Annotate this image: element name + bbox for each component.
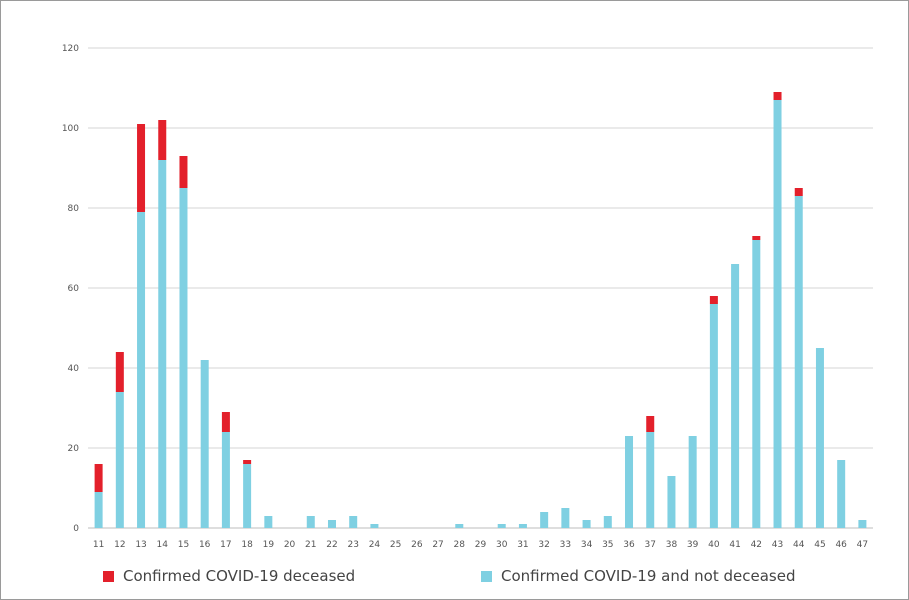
bar-deceased <box>137 124 146 212</box>
bar-deceased <box>773 92 782 100</box>
bar-not-deceased <box>837 460 846 528</box>
bar-not-deceased <box>625 436 634 528</box>
bar-not-deceased <box>646 432 655 528</box>
bar-not-deceased <box>603 516 612 528</box>
bar-not-deceased <box>137 212 146 528</box>
x-tick-label: 46 <box>835 540 847 550</box>
x-tick-label: 37 <box>645 540 656 550</box>
bar-not-deceased <box>582 520 591 528</box>
bar-not-deceased <box>221 432 230 528</box>
x-tick-label: 44 <box>793 540 805 550</box>
bar-not-deceased <box>794 196 803 528</box>
x-tick-label: 32 <box>538 540 549 550</box>
y-tick-label: 60 <box>68 284 80 294</box>
x-tick-label: 33 <box>560 540 571 550</box>
bar-deceased <box>752 236 761 240</box>
x-tick-label: 15 <box>178 540 189 550</box>
bar-not-deceased <box>540 512 549 528</box>
y-tick-label: 40 <box>68 364 80 374</box>
bar-not-deceased <box>858 520 867 528</box>
bar-deceased <box>709 296 718 304</box>
x-tick-label: 25 <box>390 540 401 550</box>
bar-not-deceased <box>497 524 506 528</box>
bar-not-deceased <box>455 524 464 528</box>
legend-item-not-deceased: Confirmed COVID-19 and not deceased <box>481 567 795 585</box>
bar-not-deceased <box>327 520 336 528</box>
bar-not-deceased <box>158 160 167 528</box>
bar-deceased <box>646 416 655 432</box>
chart-legend: Confirmed COVID-19 deceased Confirmed CO… <box>101 567 881 589</box>
x-tick-label: 28 <box>454 540 466 550</box>
y-tick-label: 80 <box>68 204 80 214</box>
x-tick-label: 26 <box>411 540 423 550</box>
bar-not-deceased <box>752 240 761 528</box>
bar-not-deceased <box>179 188 188 528</box>
bar-deceased <box>94 464 103 492</box>
x-tick-label: 11 <box>93 540 104 550</box>
bar-deceased <box>221 412 230 432</box>
bar-not-deceased <box>709 304 718 528</box>
x-tick-label: 39 <box>687 540 699 550</box>
x-tick-label: 17 <box>220 540 231 550</box>
x-tick-label: 20 <box>284 540 296 550</box>
bar-not-deceased <box>518 524 527 528</box>
x-tick-label: 14 <box>157 540 169 550</box>
x-tick-label: 19 <box>263 540 275 550</box>
legend-label-deceased: Confirmed COVID-19 deceased <box>123 567 356 585</box>
x-tick-label: 12 <box>114 540 125 550</box>
x-tick-label: 27 <box>432 540 443 550</box>
y-tick-label: 0 <box>73 524 79 534</box>
x-tick-label: 23 <box>347 540 358 550</box>
bar-not-deceased <box>264 516 273 528</box>
legend-swatch-deceased <box>103 570 114 582</box>
bar-deceased <box>179 156 188 188</box>
x-tick-label: 47 <box>857 540 868 550</box>
y-tick-label: 120 <box>62 44 79 54</box>
legend-item-deceased: Confirmed COVID-19 deceased <box>103 567 355 585</box>
bar-not-deceased <box>561 508 570 528</box>
bar-not-deceased <box>94 492 103 528</box>
bar-not-deceased <box>349 516 358 528</box>
bar-not-deceased <box>731 264 740 528</box>
x-tick-label: 24 <box>369 540 381 550</box>
x-tick-label: 21 <box>305 540 316 550</box>
x-tick-label: 13 <box>135 540 146 550</box>
stacked-bar-chart: 0 20 40 60 80 100 120 11 12 13 14 15 16 17 18 19 20 21 22 2… <box>62 44 873 550</box>
x-tick-label: 22 <box>326 540 337 550</box>
x-tick-label: 41 <box>729 540 740 550</box>
legend-label-not-deceased: Confirmed COVID-19 and not deceased <box>501 567 796 585</box>
bar-not-deceased <box>667 476 676 528</box>
x-tick-label: 45 <box>814 540 825 550</box>
x-tick-label: 34 <box>581 540 593 550</box>
bar-not-deceased <box>370 524 379 528</box>
legend-swatch-not-deceased <box>481 570 492 582</box>
x-tick-label: 18 <box>241 540 253 550</box>
x-tick-label: 30 <box>496 540 508 550</box>
bar-deceased <box>158 120 167 160</box>
x-tick-label: 31 <box>517 540 528 550</box>
x-tick-label: 38 <box>666 540 678 550</box>
x-tick-label: 35 <box>602 540 613 550</box>
bar-deceased <box>115 352 124 392</box>
x-tick-label: 16 <box>199 540 211 550</box>
y-tick-label: 20 <box>68 444 80 454</box>
x-tick-label: 36 <box>623 540 635 550</box>
bar-not-deceased <box>815 348 824 528</box>
x-tick-label: 29 <box>475 540 487 550</box>
x-tick-label: 42 <box>751 540 762 550</box>
bar-not-deceased <box>688 436 697 528</box>
bar-not-deceased <box>115 392 124 528</box>
x-tick-label: 40 <box>708 540 720 550</box>
y-tick-label: 100 <box>62 124 79 134</box>
bar-not-deceased <box>243 464 252 528</box>
bar-not-deceased <box>773 100 782 528</box>
x-tick-label: 43 <box>772 540 783 550</box>
bar-deceased <box>243 460 252 464</box>
bar-not-deceased <box>200 360 209 528</box>
bar-not-deceased <box>306 516 315 528</box>
bar-deceased <box>794 188 803 196</box>
